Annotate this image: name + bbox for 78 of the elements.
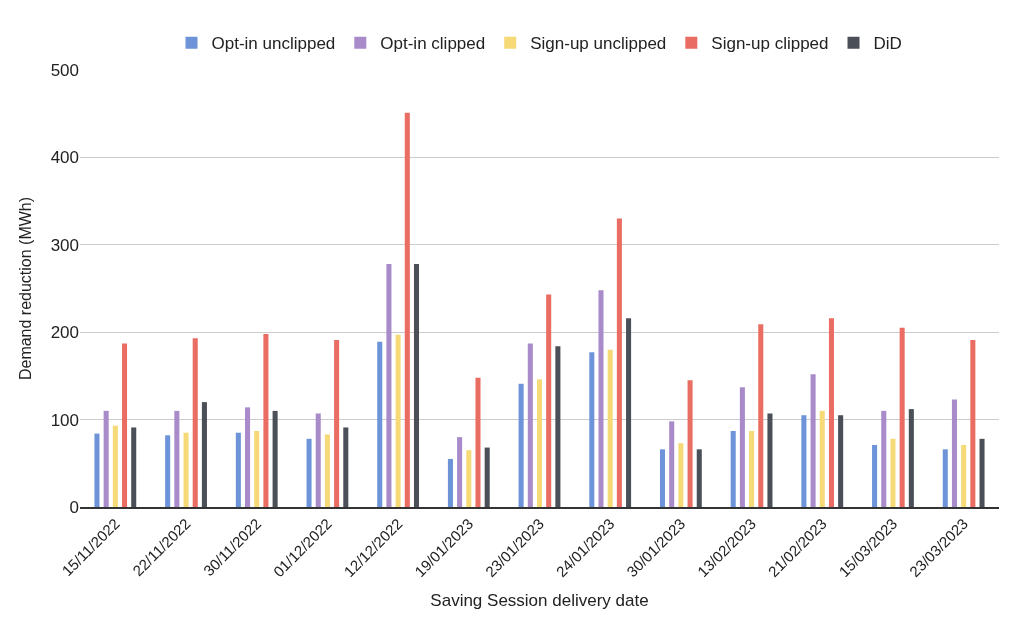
bar: [334, 340, 340, 507]
bar: [589, 352, 595, 507]
legend-label: Opt-in clipped: [380, 34, 486, 54]
bar: [659, 449, 666, 507]
bar: [404, 112, 410, 507]
bar: [245, 407, 251, 507]
bar: [377, 341, 383, 507]
bar: [263, 333, 269, 507]
bar: [306, 438, 312, 507]
bar: [413, 264, 420, 507]
bar: [165, 435, 171, 507]
bar: [838, 415, 844, 507]
bar: [536, 379, 543, 507]
bar: [112, 425, 118, 507]
bar: [758, 324, 764, 507]
y-tick-label: 200: [50, 323, 79, 343]
bar: [669, 421, 675, 507]
bar: [518, 383, 524, 507]
y-axis-title: Demand reduction (MWh): [16, 196, 34, 381]
bar: [970, 340, 976, 507]
bar: [131, 427, 137, 507]
bar: [951, 399, 957, 507]
bar: [616, 218, 622, 507]
bar: [555, 346, 561, 507]
legend-label: Sign-up clipped: [711, 34, 829, 54]
y-tick-label: 100: [50, 410, 79, 430]
bar: [607, 349, 613, 507]
bar: [979, 438, 985, 507]
legend-label: Sign-up unclipped: [530, 34, 667, 54]
bar: [457, 437, 463, 507]
y-tick-label: 0: [69, 497, 79, 517]
bar: [546, 294, 552, 507]
bar: [324, 434, 330, 507]
bar: [881, 410, 887, 507]
bar: [94, 433, 100, 507]
legend-label: Opt-in unclipped: [211, 34, 336, 54]
bar: [828, 318, 834, 507]
bar: [899, 327, 905, 507]
bar: [122, 343, 128, 507]
bar: [254, 430, 260, 507]
bar: [687, 380, 693, 507]
bar: [819, 410, 825, 507]
x-axis-title: Saving Session delivery date: [430, 590, 649, 610]
bar: [103, 410, 109, 507]
bar: [527, 343, 533, 507]
bar: [678, 443, 684, 507]
bar: [730, 430, 736, 507]
y-tick-label: 400: [50, 148, 79, 168]
bar: [810, 374, 816, 507]
bar: [235, 432, 241, 507]
bar: [872, 444, 878, 507]
bar: [343, 427, 349, 507]
y-tick-label: 300: [50, 235, 79, 255]
bar: [447, 458, 453, 507]
bar: [890, 438, 896, 507]
bar: [315, 413, 321, 507]
bar: [192, 338, 198, 507]
bar: [942, 449, 948, 507]
bar: [598, 290, 604, 507]
y-tick-label: 500: [50, 60, 79, 80]
bar: [395, 334, 401, 507]
bar: [961, 444, 967, 507]
bar: [767, 413, 773, 507]
bar: [386, 264, 392, 507]
bar: [201, 402, 207, 507]
bar: [801, 415, 807, 507]
legend-label: DiD: [873, 34, 902, 54]
bar: [484, 447, 490, 507]
bar: [475, 377, 481, 507]
bar: [696, 449, 702, 507]
bar: [183, 432, 189, 507]
bar: [626, 318, 632, 507]
bar: [174, 410, 180, 507]
bar: [272, 410, 278, 507]
bar: [908, 409, 914, 507]
bar: [466, 450, 472, 507]
bar: [739, 387, 745, 507]
bar: [749, 430, 755, 507]
